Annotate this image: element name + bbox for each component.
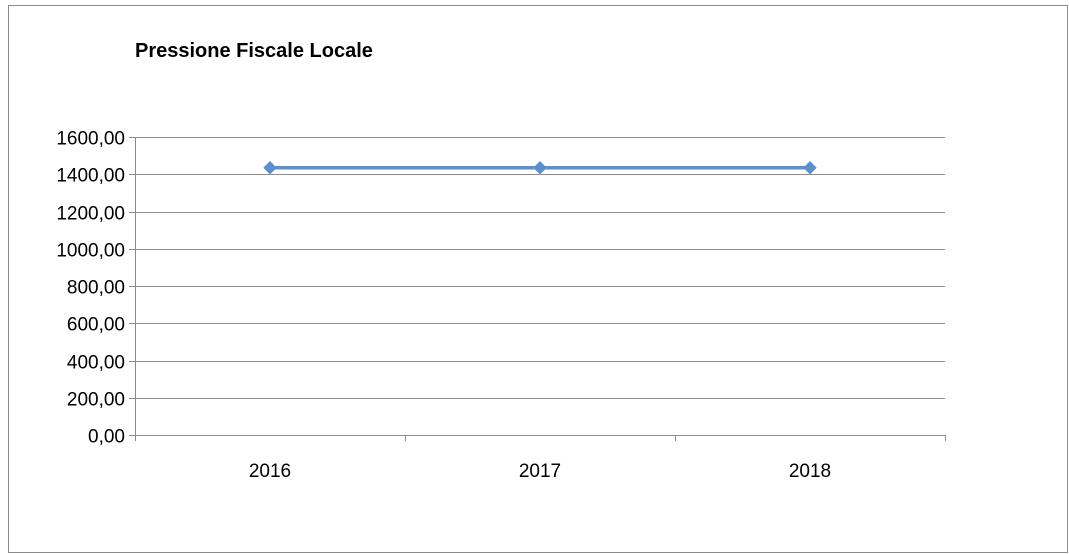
y-tick-label: 400,00 xyxy=(67,353,125,374)
x-tick-label: 2016 xyxy=(249,461,291,482)
y-tick-label: 1600,00 xyxy=(56,129,125,150)
y-tick-label: 1000,00 xyxy=(56,241,125,262)
y-tick-label: 800,00 xyxy=(67,278,125,299)
data-point-marker xyxy=(533,161,547,175)
x-tick-label: 2018 xyxy=(789,461,831,482)
y-tick-label: 1400,00 xyxy=(56,166,125,187)
chart-title: Pressione Fiscale Locale xyxy=(135,40,373,62)
chart-frame xyxy=(8,5,1068,553)
y-tick-label: 1200,00 xyxy=(56,204,125,225)
x-tick-label: 2017 xyxy=(519,461,561,482)
y-tick-label: 200,00 xyxy=(67,390,125,411)
data-point-marker xyxy=(263,161,277,175)
y-tick-label: 600,00 xyxy=(67,315,125,336)
y-tick-label: 0,00 xyxy=(88,427,125,448)
data-point-marker xyxy=(803,161,817,175)
